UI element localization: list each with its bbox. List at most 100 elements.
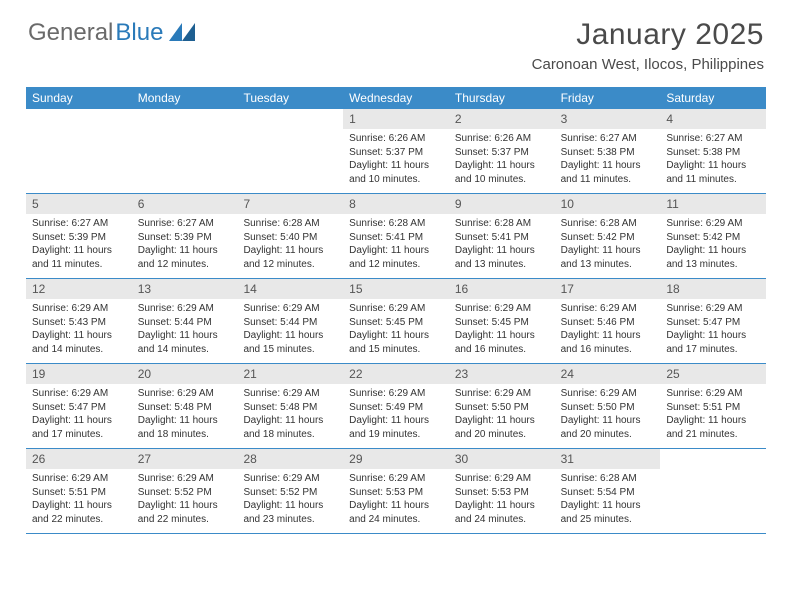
day-header-cell: Monday: [132, 87, 238, 109]
day-cell: 2 Sunrise: 6:26 AMSunset: 5:37 PMDaylight…: [449, 109, 555, 193]
day-cell: 27Sunrise: 6:29 AMSunset: 5:52 PMDayligh…: [132, 449, 238, 533]
sunrise-text: Sunrise: 6:29 AM: [561, 387, 655, 401]
day-body: Sunrise: 6:29 AMSunset: 5:53 PMDaylight:…: [449, 469, 555, 532]
daylight-text: Daylight: 11 hours and 18 minutes.: [138, 414, 232, 441]
daylight-text: Daylight: 11 hours and 13 minutes.: [561, 244, 655, 271]
day-body: Sunrise: 6:29 AMSunset: 5:48 PMDaylight:…: [132, 384, 238, 447]
daylight-text: Daylight: 11 hours and 14 minutes.: [138, 329, 232, 356]
day-body: Sunrise: 6:28 AMSunset: 5:42 PMDaylight:…: [555, 214, 661, 277]
day-cell: 7Sunrise: 6:28 AMSunset: 5:40 PMDaylight…: [237, 194, 343, 278]
sunrise-text: Sunrise: 6:29 AM: [243, 387, 337, 401]
day-number: [132, 109, 238, 113]
daylight-text: Daylight: 11 hours and 16 minutes.: [455, 329, 549, 356]
logo-triangle-icon: [169, 20, 195, 48]
day-number: 25: [660, 364, 766, 384]
day-number: 11: [660, 194, 766, 214]
day-cell: 10Sunrise: 6:28 AMSunset: 5:42 PMDayligh…: [555, 194, 661, 278]
logo-text-gray: General: [28, 19, 113, 47]
day-cell: 6Sunrise: 6:27 AMSunset: 5:39 PMDaylight…: [132, 194, 238, 278]
sunset-text: Sunset: 5:44 PM: [243, 316, 337, 330]
day-body: Sunrise: 6:29 AMSunset: 5:47 PMDaylight:…: [26, 384, 132, 447]
sunset-text: Sunset: 5:39 PM: [138, 231, 232, 245]
day-cell: [26, 109, 132, 193]
sunrise-text: Sunrise: 6:28 AM: [455, 217, 549, 231]
day-number: 2: [449, 109, 555, 129]
day-cell: 15Sunrise: 6:29 AMSunset: 5:45 PMDayligh…: [343, 279, 449, 363]
day-number: 29: [343, 449, 449, 469]
sunrise-text: Sunrise: 6:27 AM: [138, 217, 232, 231]
sunset-text: Sunset: 5:54 PM: [561, 486, 655, 500]
day-header-cell: Wednesday: [343, 87, 449, 109]
day-body: Sunrise: 6:28 AMSunset: 5:54 PMDaylight:…: [555, 469, 661, 532]
sunset-text: Sunset: 5:42 PM: [666, 231, 760, 245]
sunset-text: Sunset: 5:53 PM: [349, 486, 443, 500]
week-row: 26Sunrise: 6:29 AMSunset: 5:51 PMDayligh…: [26, 449, 766, 534]
weeks-container: 1Sunrise: 6:26 AMSunset: 5:37 PMDaylight…: [26, 109, 766, 534]
day-body: Sunrise: 6:28 AMSunset: 5:40 PMDaylight:…: [237, 214, 343, 277]
day-cell: [237, 109, 343, 193]
daylight-text: Daylight: 11 hours and 13 minutes.: [666, 244, 760, 271]
sunrise-text: Sunrise: 6:29 AM: [666, 302, 760, 316]
day-cell: 11Sunrise: 6:29 AMSunset: 5:42 PMDayligh…: [660, 194, 766, 278]
daylight-text: Daylight: 11 hours and 17 minutes.: [666, 329, 760, 356]
sunset-text: Sunset: 5:38 PM: [666, 146, 760, 160]
day-body: Sunrise: 6:28 AMSunset: 5:41 PMDaylight:…: [449, 214, 555, 277]
calendar: SundayMondayTuesdayWednesdayThursdayFrid…: [26, 87, 766, 534]
day-cell: 18Sunrise: 6:29 AMSunset: 5:47 PMDayligh…: [660, 279, 766, 363]
day-body: Sunrise: 6:29 AMSunset: 5:45 PMDaylight:…: [449, 299, 555, 362]
day-cell: [660, 449, 766, 533]
day-cell: 16Sunrise: 6:29 AMSunset: 5:45 PMDayligh…: [449, 279, 555, 363]
day-number: [660, 449, 766, 453]
day-body: Sunrise: 6:29 AMSunset: 5:42 PMDaylight:…: [660, 214, 766, 277]
logo-text-blue: Blue: [115, 19, 163, 47]
sunset-text: Sunset: 5:37 PM: [455, 146, 549, 160]
day-cell: 22Sunrise: 6:29 AMSunset: 5:49 PMDayligh…: [343, 364, 449, 448]
day-cell: 13Sunrise: 6:29 AMSunset: 5:44 PMDayligh…: [132, 279, 238, 363]
day-number: 17: [555, 279, 661, 299]
daylight-text: Daylight: 11 hours and 25 minutes.: [561, 499, 655, 526]
day-number: 31: [555, 449, 661, 469]
day-body: Sunrise: 6:29 AMSunset: 5:43 PMDaylight:…: [26, 299, 132, 362]
daylight-text: Daylight: 11 hours and 11 minutes.: [561, 159, 655, 186]
daylight-text: Daylight: 11 hours and 19 minutes.: [349, 414, 443, 441]
day-cell: 21Sunrise: 6:29 AMSunset: 5:48 PMDayligh…: [237, 364, 343, 448]
day-number: 30: [449, 449, 555, 469]
sunset-text: Sunset: 5:45 PM: [455, 316, 549, 330]
sunrise-text: Sunrise: 6:29 AM: [455, 387, 549, 401]
daylight-text: Daylight: 11 hours and 24 minutes.: [349, 499, 443, 526]
sunrise-text: Sunrise: 6:29 AM: [32, 302, 126, 316]
week-row: 19Sunrise: 6:29 AMSunset: 5:47 PMDayligh…: [26, 364, 766, 449]
day-number: 24: [555, 364, 661, 384]
sunset-text: Sunset: 5:51 PM: [666, 401, 760, 415]
daylight-text: Daylight: 11 hours and 12 minutes.: [349, 244, 443, 271]
daylight-text: Daylight: 11 hours and 21 minutes.: [666, 414, 760, 441]
day-cell: 23Sunrise: 6:29 AMSunset: 5:50 PMDayligh…: [449, 364, 555, 448]
sunset-text: Sunset: 5:37 PM: [349, 146, 443, 160]
day-cell: 24Sunrise: 6:29 AMSunset: 5:50 PMDayligh…: [555, 364, 661, 448]
daylight-text: Daylight: 11 hours and 16 minutes.: [561, 329, 655, 356]
sunrise-text: Sunrise: 6:29 AM: [138, 302, 232, 316]
sunset-text: Sunset: 5:47 PM: [32, 401, 126, 415]
day-number: 12: [26, 279, 132, 299]
day-body: Sunrise: 6:29 AMSunset: 5:45 PMDaylight:…: [343, 299, 449, 362]
day-body: Sunrise: 6:29 AMSunset: 5:52 PMDaylight:…: [237, 469, 343, 532]
day-number: 7: [237, 194, 343, 214]
sunrise-text: Sunrise: 6:29 AM: [243, 302, 337, 316]
sunset-text: Sunset: 5:50 PM: [455, 401, 549, 415]
sunset-text: Sunset: 5:45 PM: [349, 316, 443, 330]
day-number: [26, 109, 132, 113]
sunrise-text: Sunrise: 6:26 AM: [455, 132, 549, 146]
sunset-text: Sunset: 5:47 PM: [666, 316, 760, 330]
month-title: January 2025: [532, 18, 764, 52]
day-cell: [132, 109, 238, 193]
daylight-text: Daylight: 11 hours and 20 minutes.: [455, 414, 549, 441]
day-number: 16: [449, 279, 555, 299]
daylight-text: Daylight: 11 hours and 10 minutes.: [455, 159, 549, 186]
week-row: 12Sunrise: 6:29 AMSunset: 5:43 PMDayligh…: [26, 279, 766, 364]
sunrise-text: Sunrise: 6:29 AM: [349, 302, 443, 316]
day-cell: 19Sunrise: 6:29 AMSunset: 5:47 PMDayligh…: [26, 364, 132, 448]
sunrise-text: Sunrise: 6:29 AM: [138, 387, 232, 401]
daylight-text: Daylight: 11 hours and 20 minutes.: [561, 414, 655, 441]
day-header-cell: Thursday: [449, 87, 555, 109]
day-cell: 14Sunrise: 6:29 AMSunset: 5:44 PMDayligh…: [237, 279, 343, 363]
